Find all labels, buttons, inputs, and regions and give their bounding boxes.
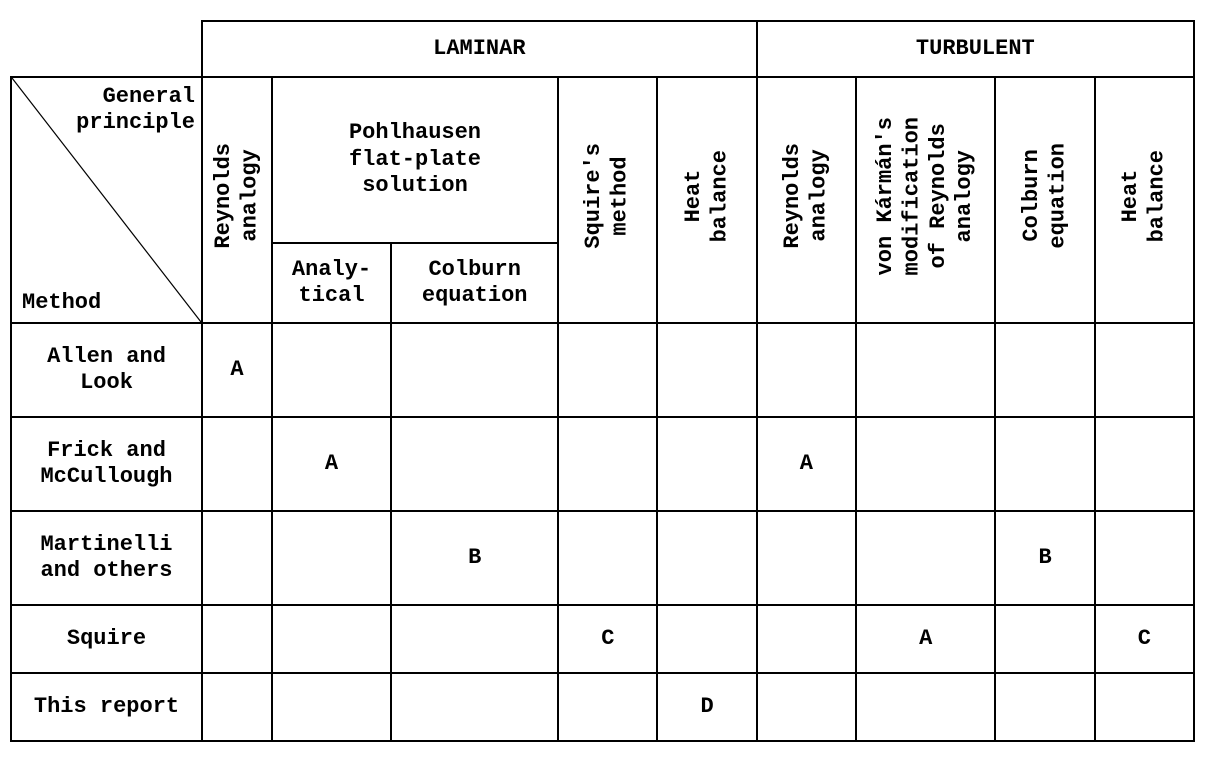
section-turbulent: TURBULENT <box>757 21 1194 77</box>
table-cell <box>757 511 856 605</box>
section-header-row: LAMINAR TURBULENT <box>11 21 1194 77</box>
table-cell <box>202 673 272 741</box>
col-lam-pohlhausen-colburn: Colburnequation <box>391 243 558 323</box>
col-turb-colburn: Colburnequation <box>995 77 1094 323</box>
table-cell <box>995 673 1094 741</box>
col-lam-reynolds: Reynoldsanalogy <box>202 77 272 323</box>
table-cell: D <box>657 673 756 741</box>
col-lam-squire: Squire'smethod <box>558 77 657 323</box>
table-cell <box>202 511 272 605</box>
table-cell <box>757 673 856 741</box>
table-cell <box>558 323 657 417</box>
table-cell <box>856 673 996 741</box>
row-label: Allen andLook <box>11 323 202 417</box>
table-cell <box>272 323 391 417</box>
table-cell <box>657 417 756 511</box>
table-cell <box>757 323 856 417</box>
table-cell <box>995 417 1094 511</box>
table-cell <box>1095 511 1194 605</box>
table-cell <box>657 323 756 417</box>
diagonal-header-cell: General principle Method <box>11 77 202 323</box>
table-cell <box>202 417 272 511</box>
col-lam-heat-balance: Heatbalance <box>657 77 756 323</box>
table-cell <box>1095 323 1194 417</box>
table-cell: A <box>856 605 996 673</box>
table-row: Martinelliand others B B <box>11 511 1194 605</box>
diag-bottom-label: Method <box>22 290 101 316</box>
table-cell <box>558 673 657 741</box>
table-cell <box>272 605 391 673</box>
diag-top-label: General principle <box>32 84 195 137</box>
table-cell: A <box>757 417 856 511</box>
table-cell <box>856 511 996 605</box>
table-cell: A <box>202 323 272 417</box>
table-cell <box>391 323 558 417</box>
table-cell <box>391 673 558 741</box>
row-label: Martinelliand others <box>11 511 202 605</box>
col-turb-von-karman: von Kármán'smodificationof Reynoldsanalo… <box>856 77 996 323</box>
row-label: This report <box>11 673 202 741</box>
table-row: This report D <box>11 673 1194 741</box>
table-cell <box>558 511 657 605</box>
table-cell: B <box>995 511 1094 605</box>
table-cell <box>391 417 558 511</box>
methods-table: LAMINAR TURBULENT General principle Meth… <box>10 20 1195 742</box>
col-lam-pohlhausen-group: Pohlhausenflat-platesolution <box>272 77 558 243</box>
table-row: Frick andMcCullough A A <box>11 417 1194 511</box>
table-row: Allen andLookA <box>11 323 1194 417</box>
table-row: Squire C A C <box>11 605 1194 673</box>
col-turb-reynolds: Reynoldsanalogy <box>757 77 856 323</box>
table-cell: C <box>1095 605 1194 673</box>
table-cell <box>657 605 756 673</box>
table-cell <box>1095 417 1194 511</box>
table-cell: B <box>391 511 558 605</box>
table-cell <box>856 417 996 511</box>
section-laminar: LAMINAR <box>202 21 757 77</box>
table-cell <box>856 323 996 417</box>
row-label: Squire <box>11 605 202 673</box>
table-cell <box>657 511 756 605</box>
col-turb-heat-balance: Heatbalance <box>1095 77 1194 323</box>
table-cell: A <box>272 417 391 511</box>
table-cell <box>202 605 272 673</box>
table-cell <box>391 605 558 673</box>
table-cell <box>272 673 391 741</box>
corner-blank <box>11 21 202 77</box>
table-cell <box>995 323 1094 417</box>
table-cell: C <box>558 605 657 673</box>
table-cell <box>995 605 1094 673</box>
table-cell <box>272 511 391 605</box>
row-label: Frick andMcCullough <box>11 417 202 511</box>
table-cell <box>558 417 657 511</box>
table-cell <box>757 605 856 673</box>
table-cell <box>1095 673 1194 741</box>
col-lam-pohlhausen-analytical: Analy-tical <box>272 243 391 323</box>
column-header-row-1: General principle Method Reynoldsanalogy… <box>11 77 1194 243</box>
